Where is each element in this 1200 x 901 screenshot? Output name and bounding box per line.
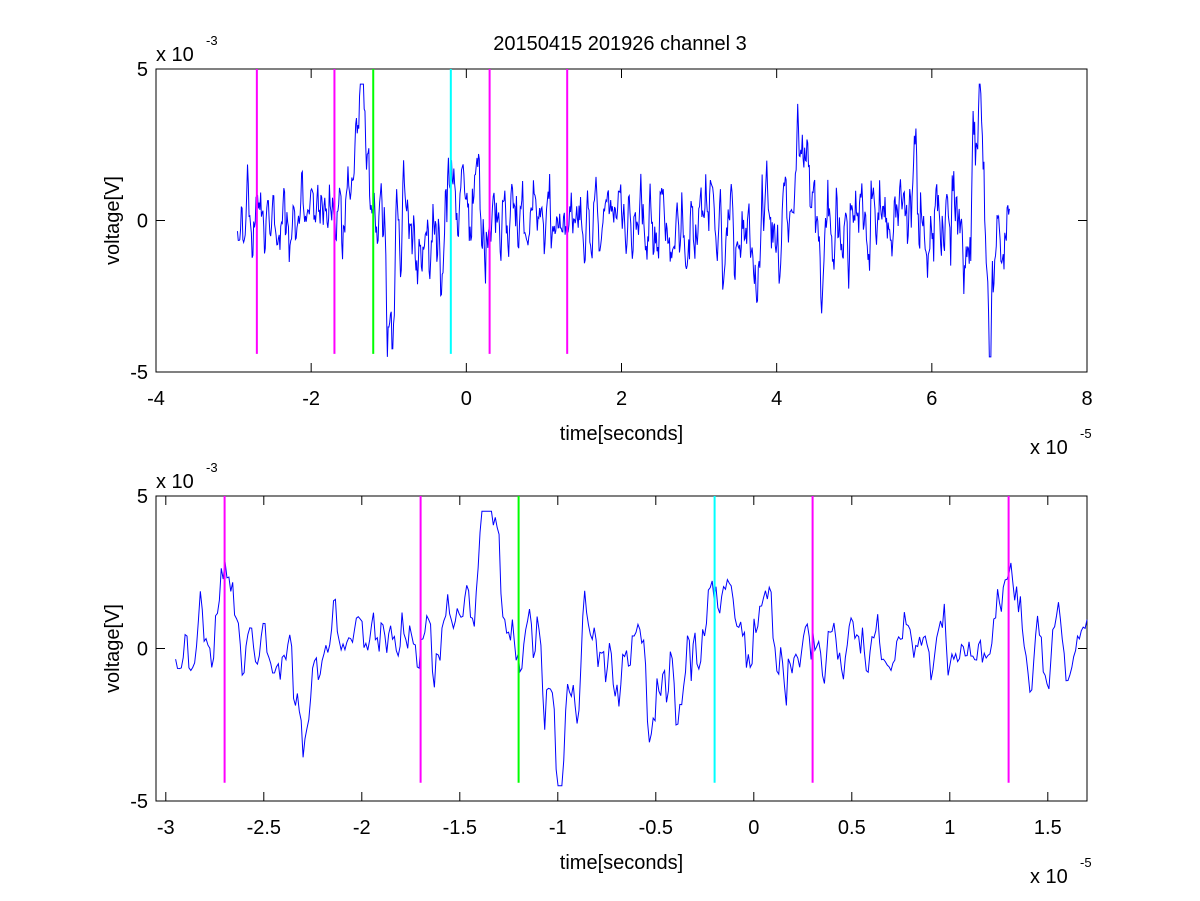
x-exponent-base: x 10 [1030, 437, 1068, 459]
y-tick-label: 5 [137, 486, 148, 508]
y-exponent-power: -3 [206, 460, 218, 475]
x-tick-label: 0 [748, 817, 759, 839]
bottom-axes: -3 -2.5 -2 -1.5 -1 -0.5 0 0.5 1 1.5 -5 0 5 time[secon… [102, 460, 1092, 888]
x-tick-label: 1.5 [1034, 817, 1062, 839]
x-tick-label: -1.5 [443, 817, 477, 839]
x-tick-label: 8 [1081, 388, 1092, 410]
axes-frame [155, 495, 1088, 802]
x-tick-label: 4 [771, 388, 782, 410]
x-exponent-power: -5 [1080, 855, 1092, 870]
y-exponent-base: x 10 [156, 471, 194, 493]
figure-title: 20150415 201926 channel 3 [493, 33, 747, 55]
y-tick-label: 5 [137, 59, 148, 81]
x-tick-label: -2.5 [247, 817, 281, 839]
x-tick-label: -2 [353, 817, 371, 839]
x-axis-label: time[seconds] [560, 423, 683, 445]
x-axis-label: time[seconds] [560, 852, 683, 874]
x-exponent-base: x 10 [1030, 866, 1068, 888]
x-tick-label: -1 [549, 817, 567, 839]
voltage-trace [236, 83, 1010, 358]
y-axis-label: voltage[V] [102, 176, 124, 265]
x-tick-label: -0.5 [639, 817, 673, 839]
y-tick-label: -5 [130, 791, 148, 813]
x-tick-label: -3 [157, 817, 175, 839]
x-tick-label: 2 [616, 388, 627, 410]
x-tick-label: 0 [461, 388, 472, 410]
x-tick-label: -2 [302, 388, 320, 410]
y-tick-label: -5 [130, 362, 148, 384]
y-exponent-base: x 10 [156, 44, 194, 66]
x-exponent-power: -5 [1080, 426, 1092, 441]
x-tick-label: 0.5 [838, 817, 866, 839]
y-exponent-power: -3 [206, 33, 218, 48]
y-axis-label: voltage[V] [102, 604, 124, 693]
y-tick-label: 0 [137, 211, 148, 233]
voltage-trace [175, 510, 1088, 787]
x-tick-label: 1 [944, 817, 955, 839]
x-tick-label: 6 [926, 388, 937, 410]
x-tick-label: -4 [147, 388, 165, 410]
y-tick-label: 0 [137, 639, 148, 661]
top-axes: -4 -2 0 2 4 6 8 -5 0 5 time[seconds] voltage[V] x 10… [102, 33, 1093, 459]
